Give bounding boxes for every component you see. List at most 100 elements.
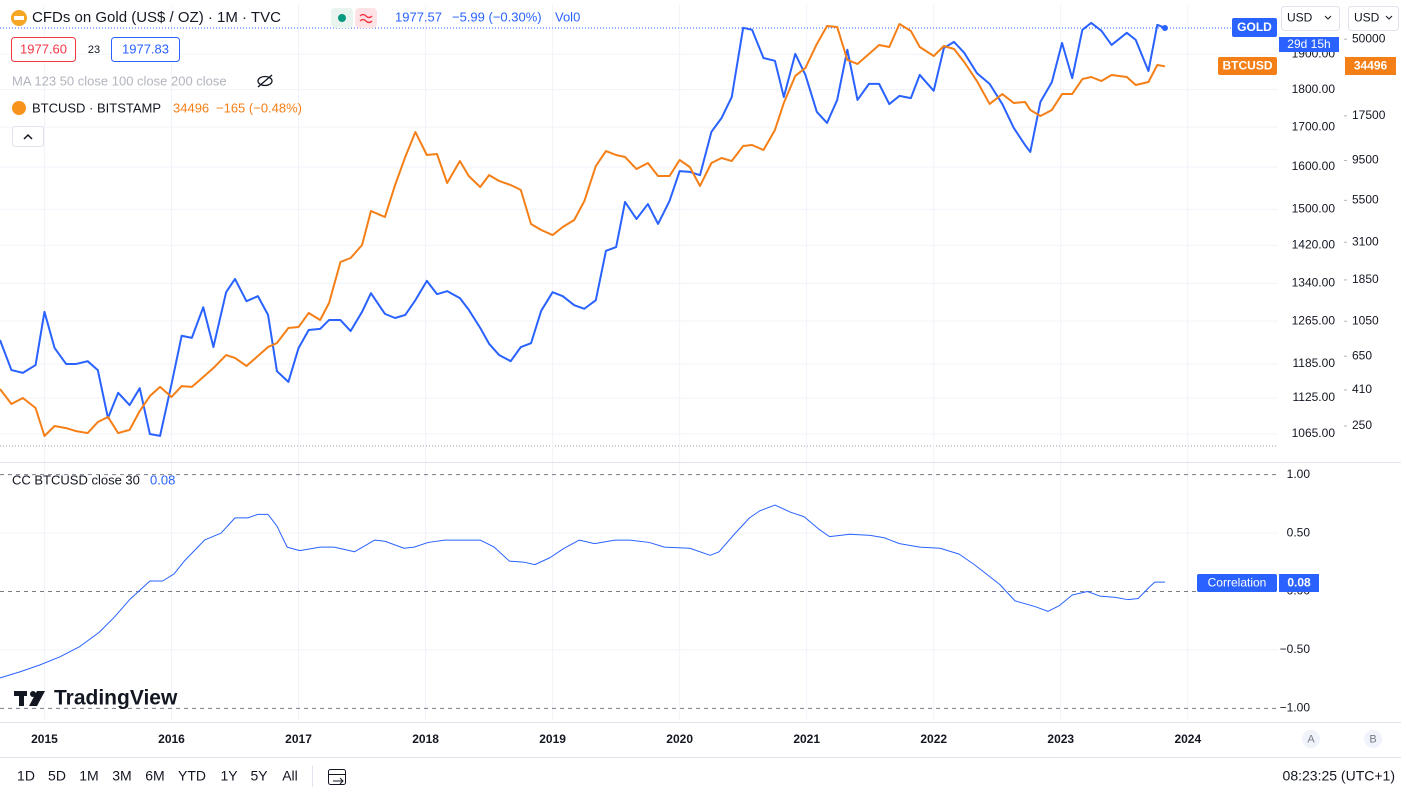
x-tick-label: 2024 — [1174, 732, 1201, 746]
series-tag — [1218, 57, 1277, 75]
clock: 08:23:25 (UTC+1) — [1283, 768, 1395, 784]
btc-change: −165 (−0.48%) — [216, 100, 302, 115]
y2-tick-label: 250 — [1352, 418, 1372, 432]
y-tick-label: 1700.00 — [1292, 119, 1336, 133]
x-tick-label: 2023 — [1047, 732, 1074, 746]
logo-part — [19, 691, 24, 706]
x-tick-label: 2020 — [666, 732, 693, 746]
dropdown-arrow — [1385, 15, 1393, 20]
currency-label: USD — [1354, 11, 1380, 25]
spread: 23 — [88, 44, 100, 56]
x-tick-label: 2021 — [793, 732, 820, 746]
watermark-logo — [14, 691, 45, 706]
y-tick-label: 1265.00 — [1292, 313, 1336, 327]
button-label: A — [1307, 733, 1315, 745]
y-tick-label: −0.50 — [1280, 642, 1311, 656]
volume: Vol0 — [555, 9, 580, 24]
range-button[interactable]: 1D — [17, 768, 35, 784]
range-button[interactable]: 3M — [112, 768, 131, 784]
calendar-arrow — [333, 777, 344, 785]
x-tick-label: 2015 — [31, 732, 58, 746]
series-tag — [1197, 574, 1277, 592]
range-button[interactable]: 1Y — [220, 768, 238, 784]
y-tick-label: 1500.00 — [1292, 201, 1336, 215]
range-button[interactable]: 6M — [145, 768, 164, 784]
x-tick-label: 2016 — [158, 732, 185, 746]
x-tick-label: 2022 — [920, 732, 947, 746]
y-tick-label: 1065.00 — [1292, 426, 1336, 440]
sell-button[interactable] — [11, 37, 76, 62]
correlation-last: 0.08 — [1287, 576, 1311, 590]
y2-tick-label: 650 — [1352, 348, 1372, 362]
collapse-legend[interactable] — [12, 126, 44, 147]
range-button[interactable]: YTD — [178, 768, 206, 784]
indicator-legend: MA 123 50 close 100 close 200 close — [12, 73, 227, 88]
range-button[interactable]: All — [282, 768, 298, 784]
range-button[interactable]: 5Y — [250, 768, 268, 784]
y2-tick-label: 1050 — [1352, 313, 1379, 327]
overlay: CFDs on Gold (US$ / OZ) · 1M · TVC 1977.… — [11, 6, 1399, 787]
calendar — [328, 769, 346, 785]
y2-tick-label: 50000 — [1352, 31, 1386, 45]
dropdown-arrow — [1324, 15, 1332, 20]
y-tick-label: 1420.00 — [1292, 237, 1336, 251]
y-tick-label: 1185.00 — [1293, 356, 1336, 370]
series-name: GOLD — [1237, 20, 1272, 34]
chevron-up — [23, 133, 33, 140]
btc-price: 34496 — [173, 100, 209, 115]
buy-button[interactable] — [111, 37, 180, 62]
date-range-icon[interactable] — [328, 769, 346, 785]
data-problem[interactable] — [355, 8, 377, 28]
ask-price: 1977.83 — [122, 41, 169, 56]
indicator-title: CC BTCUSD close 30 — [12, 472, 140, 487]
series-tag — [1232, 18, 1277, 37]
last-price: 1977.57 — [395, 9, 442, 24]
market-open-dot — [338, 14, 346, 22]
series-name: BTCUSD — [1223, 59, 1273, 73]
last-point — [1161, 24, 1168, 31]
currency-select[interactable] — [1281, 6, 1340, 31]
y2-tick-label: 410 — [1352, 382, 1372, 396]
watermark: TradingView — [54, 687, 178, 710]
value-tag — [1279, 574, 1319, 592]
button-label: B — [1369, 733, 1376, 745]
series-line — [0, 504, 1165, 679]
x-tick-label: 2018 — [412, 732, 439, 746]
price-change: −5.99 (−0.30%) — [452, 9, 542, 24]
range-button[interactable]: 1M — [79, 768, 98, 784]
y-tick-label: 1.00 — [1287, 467, 1311, 481]
bid-price: 1977.60 — [20, 41, 67, 56]
y2-tick-label: 3100 — [1352, 234, 1379, 248]
auto-scale-button[interactable] — [1302, 730, 1320, 748]
eye — [257, 75, 273, 87]
btc-icon — [12, 101, 26, 115]
eye-slash — [257, 74, 273, 88]
y-tick-label: 1125.00 — [1293, 390, 1336, 404]
range-button[interactable]: 5D — [48, 768, 66, 784]
scale-button[interactable] — [1364, 730, 1382, 748]
series-line — [0, 22, 1166, 438]
countdown-tag — [1279, 37, 1339, 52]
y-tick-label: −1.00 — [1280, 700, 1311, 714]
y-tick-label: 1340.00 — [1292, 275, 1336, 289]
y-tick-label: 1800.00 — [1292, 82, 1336, 96]
logo-part — [29, 691, 45, 706]
series-line — [0, 21, 1166, 437]
y-tick-label: 1600.00 — [1292, 159, 1336, 173]
y2-tick-label: 5500 — [1352, 193, 1379, 207]
countdown: 29d 15h — [1287, 37, 1330, 51]
gold-icon-bar — [14, 16, 24, 20]
symbol-title: CFDs on Gold (US$ / OZ) · 1M · TVC — [32, 9, 281, 26]
price-tag — [1345, 57, 1396, 75]
logo-part — [30, 691, 36, 697]
indicator-value: 0.08 — [150, 472, 175, 487]
hide-icon[interactable] — [257, 74, 273, 88]
symbol2-title: BTCUSD · BITSTAMP — [32, 100, 161, 115]
currency-select[interactable] — [1348, 6, 1399, 31]
x-tick-label: 2017 — [285, 732, 312, 746]
x-tick-label: 2019 — [539, 732, 566, 746]
y2-tick-label: 1850 — [1352, 272, 1379, 286]
y-tick-label: 0.50 — [1287, 525, 1311, 539]
plot: 2015 2016 2017 2018 2019 2020 2021 2022 2023 2024… — [0, 5, 1386, 746]
